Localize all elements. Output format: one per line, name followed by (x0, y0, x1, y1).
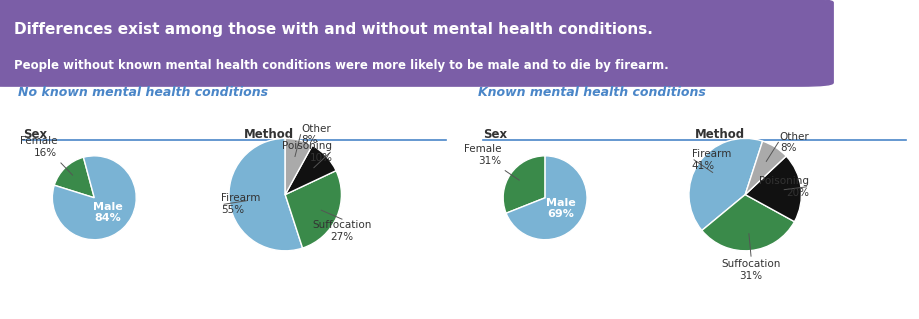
Wedge shape (54, 157, 95, 198)
Wedge shape (744, 141, 786, 195)
Wedge shape (229, 138, 302, 251)
Text: Male
84%: Male 84% (93, 202, 123, 223)
Wedge shape (285, 138, 312, 195)
Text: Known mental health conditions: Known mental health conditions (478, 86, 706, 99)
Text: Poisoning
10%: Poisoning 10% (282, 141, 332, 163)
Wedge shape (503, 156, 544, 213)
Wedge shape (285, 171, 341, 248)
Text: Suffocation
31%: Suffocation 31% (720, 259, 780, 280)
Text: Male
69%: Male 69% (545, 197, 575, 219)
Wedge shape (285, 145, 335, 195)
Text: Firearm
41%: Firearm 41% (691, 149, 731, 171)
Text: Other
8%: Other 8% (779, 131, 809, 153)
Text: Sex: Sex (23, 128, 47, 141)
Text: Sex: Sex (482, 128, 506, 141)
Text: Firearm
55%: Firearm 55% (221, 193, 260, 215)
Wedge shape (701, 195, 794, 251)
Text: Female
16%: Female 16% (20, 136, 57, 158)
Text: Suffocation
27%: Suffocation 27% (312, 220, 371, 242)
Text: People without known mental health conditions were more likely to be male and to: People without known mental health condi… (15, 59, 668, 71)
Wedge shape (744, 156, 800, 222)
Wedge shape (688, 138, 762, 230)
Text: Other
8%: Other 8% (301, 124, 331, 145)
Text: Method: Method (694, 128, 743, 141)
Text: Poisoning
20%: Poisoning 20% (758, 176, 809, 198)
Text: Female
31%: Female 31% (463, 144, 501, 166)
Wedge shape (52, 156, 136, 240)
Text: Method: Method (244, 128, 293, 141)
Text: Differences exist among those with and without mental health conditions.: Differences exist among those with and w… (15, 22, 652, 37)
Text: No known mental health conditions: No known mental health conditions (18, 86, 268, 99)
Wedge shape (505, 156, 586, 240)
FancyBboxPatch shape (0, 0, 833, 86)
